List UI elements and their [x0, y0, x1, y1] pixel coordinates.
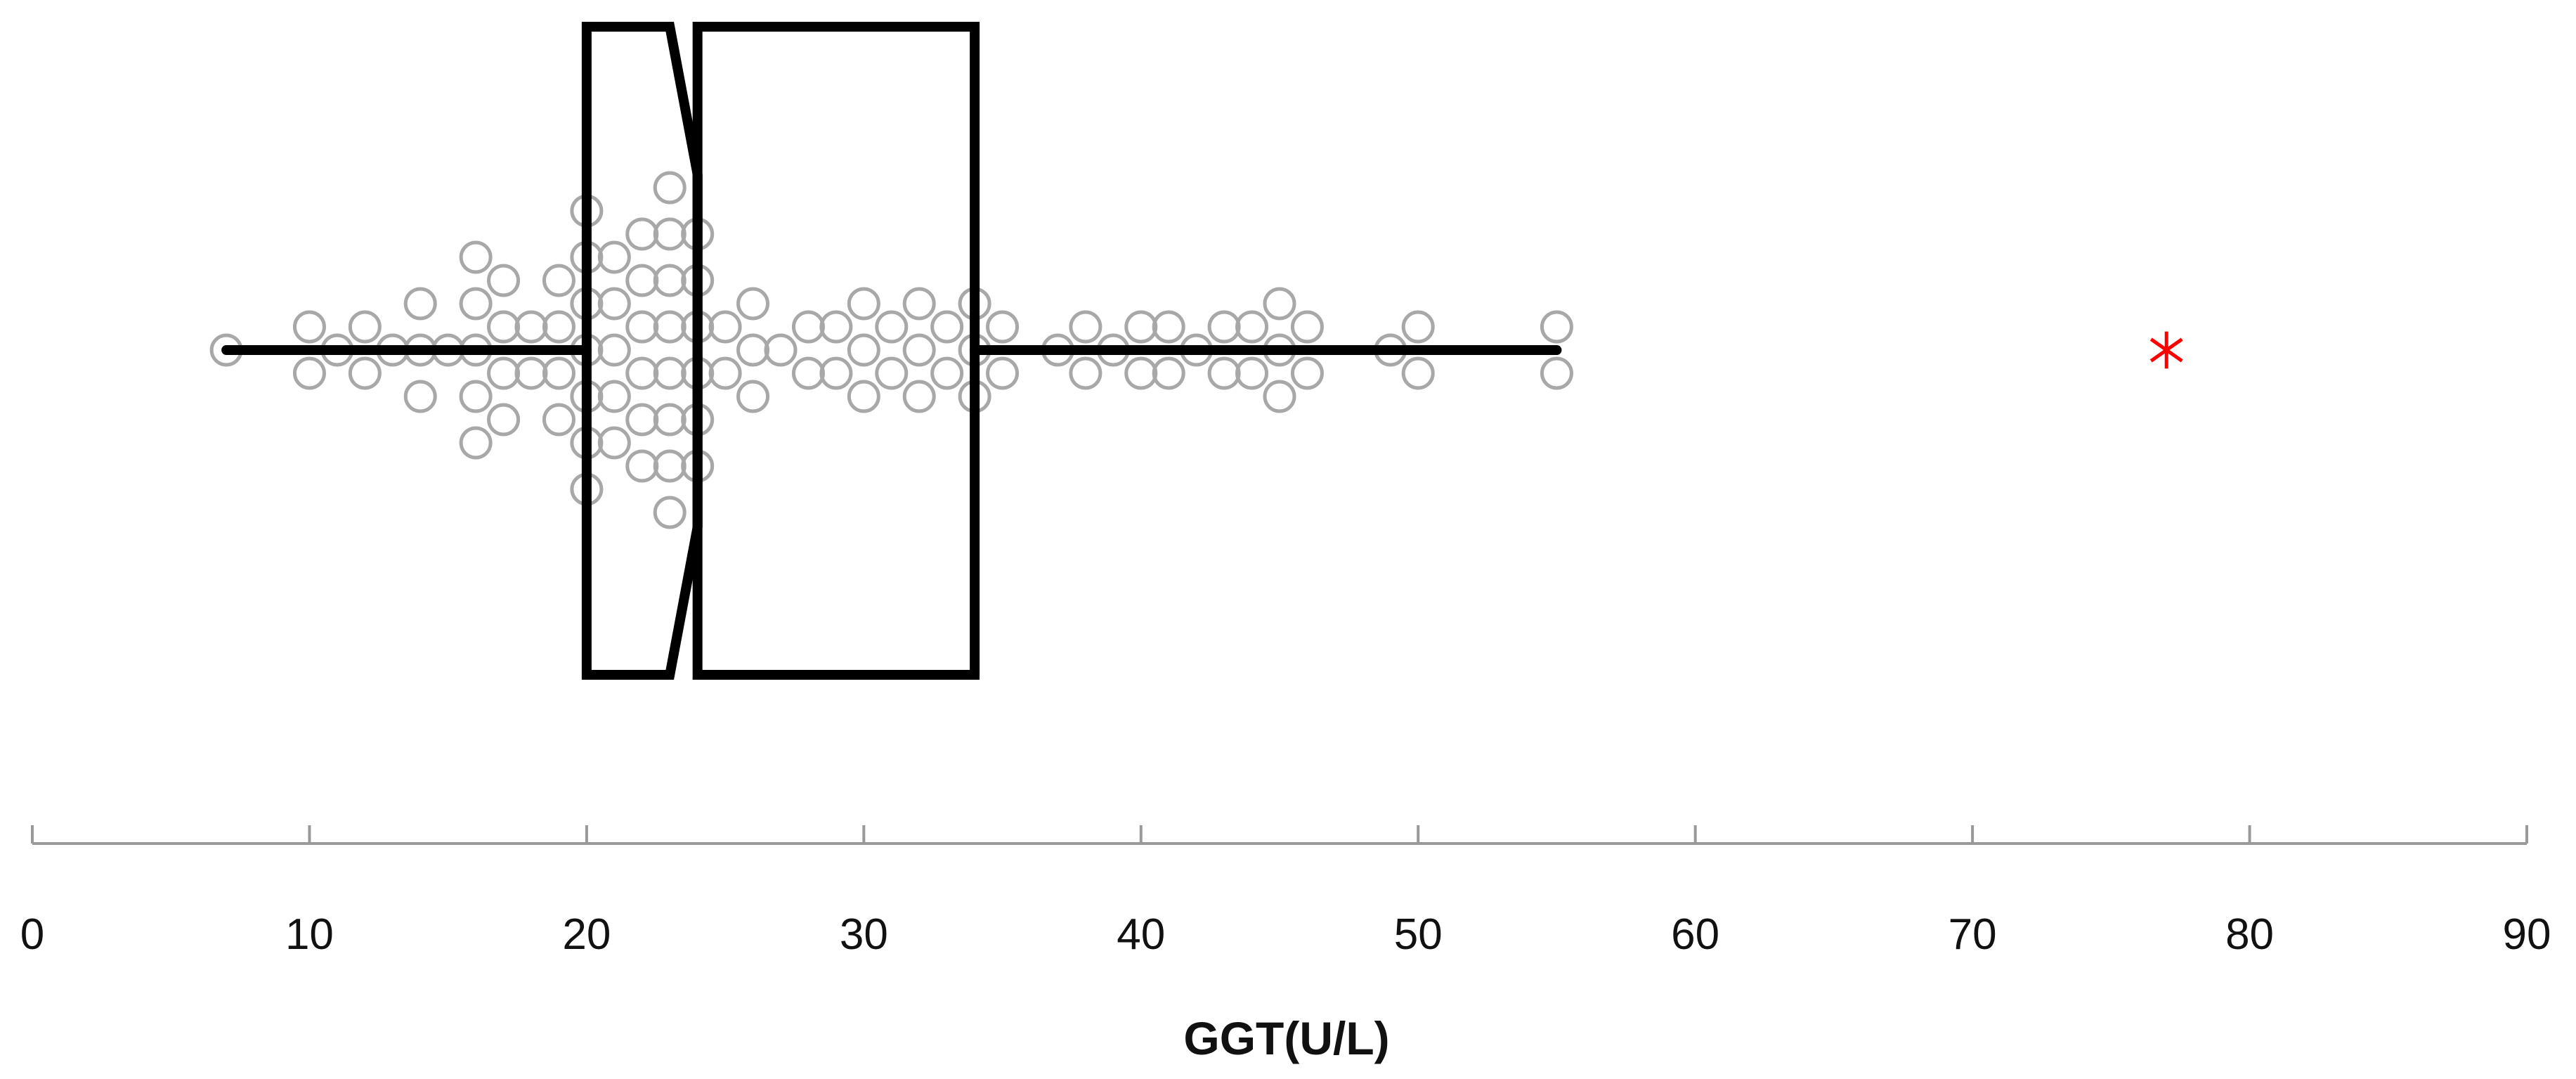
data-point	[514, 310, 548, 344]
data-point	[1069, 310, 1102, 344]
data-point	[542, 356, 575, 390]
data-point	[348, 310, 382, 344]
data-point	[1235, 356, 1269, 390]
data-point	[348, 356, 382, 390]
data-point	[597, 426, 631, 460]
data-point	[542, 403, 575, 437]
x-tick-label: 10	[285, 910, 334, 959]
x-tick-label: 70	[1949, 910, 1997, 959]
data-point	[1401, 356, 1435, 390]
data-point	[902, 287, 936, 321]
data-point	[403, 380, 437, 413]
data-point	[625, 217, 659, 251]
data-point	[708, 356, 742, 390]
data-point	[653, 264, 687, 297]
data-point	[292, 356, 326, 390]
data-point	[930, 310, 964, 344]
x-tick-label: 30	[840, 910, 888, 959]
data-point	[597, 380, 631, 413]
data-point	[625, 449, 659, 483]
data-point	[653, 217, 687, 251]
outlier-marker	[2149, 331, 2183, 369]
data-point	[791, 310, 825, 344]
data-point	[764, 333, 798, 367]
data-point	[930, 356, 964, 390]
data-point	[625, 403, 659, 437]
data-point	[1152, 356, 1185, 390]
data-point	[625, 264, 659, 297]
data-point	[459, 426, 493, 460]
data-point	[653, 403, 687, 437]
data-point	[1069, 356, 1102, 390]
data-point	[1290, 310, 1324, 344]
data-point	[542, 264, 575, 297]
data-point	[1540, 356, 1573, 390]
data-point	[819, 356, 853, 390]
data-point	[597, 333, 631, 367]
data-point	[736, 333, 770, 367]
data-point	[1401, 310, 1435, 344]
data-point	[487, 310, 521, 344]
data-point	[708, 310, 742, 344]
box-and-whiskers	[221, 22, 1562, 680]
data-point	[791, 356, 825, 390]
data-point	[597, 240, 631, 274]
data-point	[736, 380, 770, 413]
data-point	[625, 310, 659, 344]
data-point	[625, 356, 659, 390]
data-point	[902, 380, 936, 413]
x-tick-label: 20	[562, 910, 611, 959]
data-point	[1152, 310, 1185, 344]
data-point	[875, 356, 909, 390]
data-point	[653, 449, 687, 483]
data-point	[542, 310, 575, 344]
data-point	[1263, 380, 1296, 413]
data-point	[875, 310, 909, 344]
x-tick-label: 40	[1117, 910, 1165, 959]
data-point	[487, 264, 521, 297]
outliers	[2149, 331, 2183, 369]
data-point	[459, 380, 493, 413]
data-point	[1290, 356, 1324, 390]
data-point	[487, 403, 521, 437]
data-point	[1235, 310, 1269, 344]
data-point	[736, 287, 770, 321]
data-point	[653, 310, 687, 344]
data-point	[514, 356, 548, 390]
data-point	[1124, 356, 1158, 390]
data-point	[986, 310, 1020, 344]
data-point	[847, 380, 880, 413]
data-point	[1124, 310, 1158, 344]
x-tick-label: 90	[2503, 910, 2551, 959]
data-point	[487, 356, 521, 390]
data-point	[902, 333, 936, 367]
data-point	[986, 356, 1020, 390]
x-tick-label: 0	[20, 910, 44, 959]
data-point	[292, 310, 326, 344]
data-point	[653, 496, 687, 529]
data-point	[847, 287, 880, 321]
data-point	[1207, 356, 1241, 390]
x-tick-label: 60	[1671, 910, 1719, 959]
data-point	[819, 310, 853, 344]
data-point	[597, 287, 631, 321]
data-point	[653, 171, 687, 205]
data-point	[653, 356, 687, 390]
data-point	[1540, 310, 1573, 344]
x-axis: 0 10 20 30 40 50 60 70 80 90	[20, 825, 2551, 959]
data-point	[847, 333, 880, 367]
data-point	[1263, 287, 1296, 321]
data-point	[403, 287, 437, 321]
x-tick-label: 50	[1394, 910, 1443, 959]
data-point	[1207, 310, 1241, 344]
x-tick-label: 80	[2225, 910, 2274, 959]
data-point	[459, 240, 493, 274]
data-point	[459, 287, 493, 321]
x-axis-title: GGT(U/L)	[1183, 1012, 1389, 1064]
